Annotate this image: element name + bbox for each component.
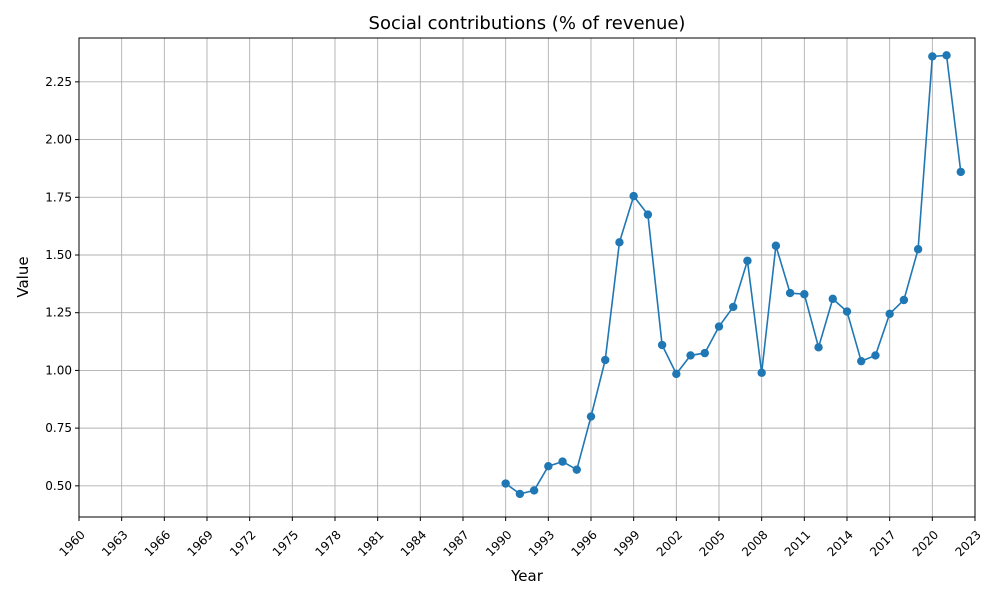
data-point <box>899 295 909 305</box>
y-axis-label: Value <box>14 256 32 297</box>
x-tick-label: 2008 <box>739 528 770 559</box>
data-point <box>942 51 951 60</box>
data-point <box>771 241 781 250</box>
data-point <box>785 288 795 298</box>
x-tick-label: 1984 <box>398 528 429 559</box>
data-point <box>743 256 752 265</box>
y-tick-label: 2.00 <box>45 133 72 147</box>
x-tick-label: 1966 <box>142 528 173 559</box>
x-tick-label: 1996 <box>568 528 599 559</box>
y-tick-label: 1.50 <box>45 248 72 262</box>
data-point <box>501 479 510 488</box>
data-point <box>601 355 610 365</box>
data-point <box>700 348 709 358</box>
x-tick-label: 1999 <box>611 528 642 559</box>
x-tick-label: 1990 <box>483 528 514 559</box>
data-point <box>629 191 638 201</box>
x-tick-label: 1978 <box>312 528 343 559</box>
x-tick-label: 1981 <box>355 528 386 559</box>
x-tick-label: 2011 <box>782 528 813 559</box>
data-point <box>686 351 695 360</box>
x-tick-label: 2005 <box>696 528 727 559</box>
x-axis-label: Year <box>510 567 544 585</box>
data-point <box>842 307 852 316</box>
x-tick-label: 1969 <box>184 528 215 559</box>
data-point <box>800 290 809 299</box>
x-tick-label: 1960 <box>56 528 87 559</box>
series <box>501 51 965 499</box>
data-point <box>885 309 894 319</box>
y-tick-label: 2.25 <box>45 75 72 89</box>
data-point <box>857 356 866 366</box>
y-tick-label: 1.25 <box>45 306 72 320</box>
x-tick-label: 2020 <box>910 528 941 559</box>
data-point <box>814 343 823 352</box>
data-point <box>828 294 837 304</box>
y-tick-label: 0.50 <box>45 479 72 493</box>
data-point <box>729 302 738 312</box>
chart-title: Social contributions (% of revenue) <box>369 13 686 34</box>
y-tick-label: 0.75 <box>45 421 72 435</box>
x-tick-label: 1972 <box>227 528 258 559</box>
y-tick-label: 1.00 <box>45 363 72 377</box>
data-point <box>956 167 965 177</box>
data-point <box>544 462 553 471</box>
x-tick-label: 2014 <box>824 528 855 559</box>
x-tick-label: 1963 <box>99 528 130 559</box>
data-point <box>586 412 596 421</box>
data-point <box>657 340 667 350</box>
y-tick-label: 1.75 <box>45 190 72 204</box>
data-point <box>913 245 923 254</box>
data-point <box>871 351 880 360</box>
data-point <box>572 465 581 474</box>
x-tick-label: 1993 <box>526 528 557 559</box>
data-point <box>757 368 766 377</box>
data-point <box>672 369 681 379</box>
data-point <box>515 489 525 499</box>
x-tick-label: 2017 <box>867 528 898 559</box>
data-point <box>558 457 567 466</box>
data-point <box>928 52 937 61</box>
x-tick-label: 1987 <box>440 528 471 559</box>
data-point <box>529 486 539 495</box>
grid <box>78 38 976 517</box>
x-tick-label: 1975 <box>270 528 301 559</box>
data-point <box>643 210 653 219</box>
x-tick-label: 2002 <box>654 528 685 559</box>
ticks: 1960 1963 1966 1969 1972 1975 1978 1981 1984 1987… <box>45 75 984 559</box>
data-point <box>714 322 724 331</box>
data-point <box>615 238 624 247</box>
x-tick-label: 2023 <box>952 528 983 559</box>
plot-frame <box>78 37 976 518</box>
